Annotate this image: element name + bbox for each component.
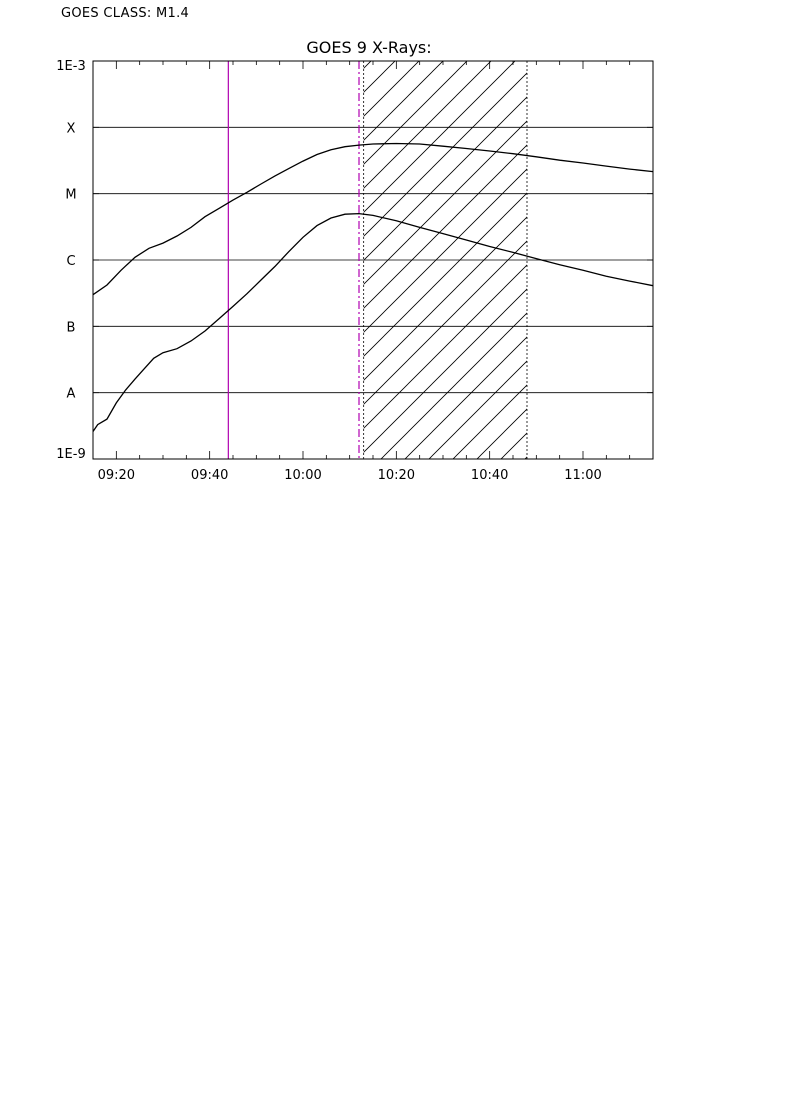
y-tick-label-2: B	[67, 320, 76, 335]
tick-labels: 09:20 09:40 10:00 10:20 10:40 11:00 1E-9 A B C M X 1…	[56, 59, 601, 483]
y-tick-label-3: C	[66, 254, 75, 269]
series-lines	[92, 142, 654, 432]
y-tick-label-1: A	[67, 387, 76, 402]
x-tick-label-1: 09:40	[191, 468, 228, 483]
chart-title: GOES 9 X-Rays:	[306, 38, 431, 57]
x-tick-label-2: 10:00	[284, 468, 321, 483]
y-tick-label-5: X	[67, 121, 76, 136]
series-line-1	[92, 212, 654, 432]
series-line-0	[92, 142, 654, 296]
time-markers	[227, 61, 360, 459]
y-tick-label-6: 1E-3	[56, 59, 85, 74]
shaded-interval	[363, 61, 528, 459]
y-tick-label-0: 1E-9	[56, 447, 85, 462]
y-tick-label-4: M	[65, 188, 76, 203]
x-tick-label-4: 10:40	[471, 468, 508, 483]
x-tick-label-3: 10:20	[378, 468, 415, 483]
axes	[92, 60, 654, 460]
shaded-interval-hatch	[363, 61, 527, 459]
x-tick-label-5: 11:00	[564, 468, 601, 483]
goes-class-label: GOES CLASS: M1.4	[61, 6, 190, 21]
goes-xray-chart: GOES 9 X-Rays: 09:20 09:40 10:00 10:20 10:40…	[56, 38, 654, 483]
x-tick-label-0: 09:20	[98, 468, 135, 483]
